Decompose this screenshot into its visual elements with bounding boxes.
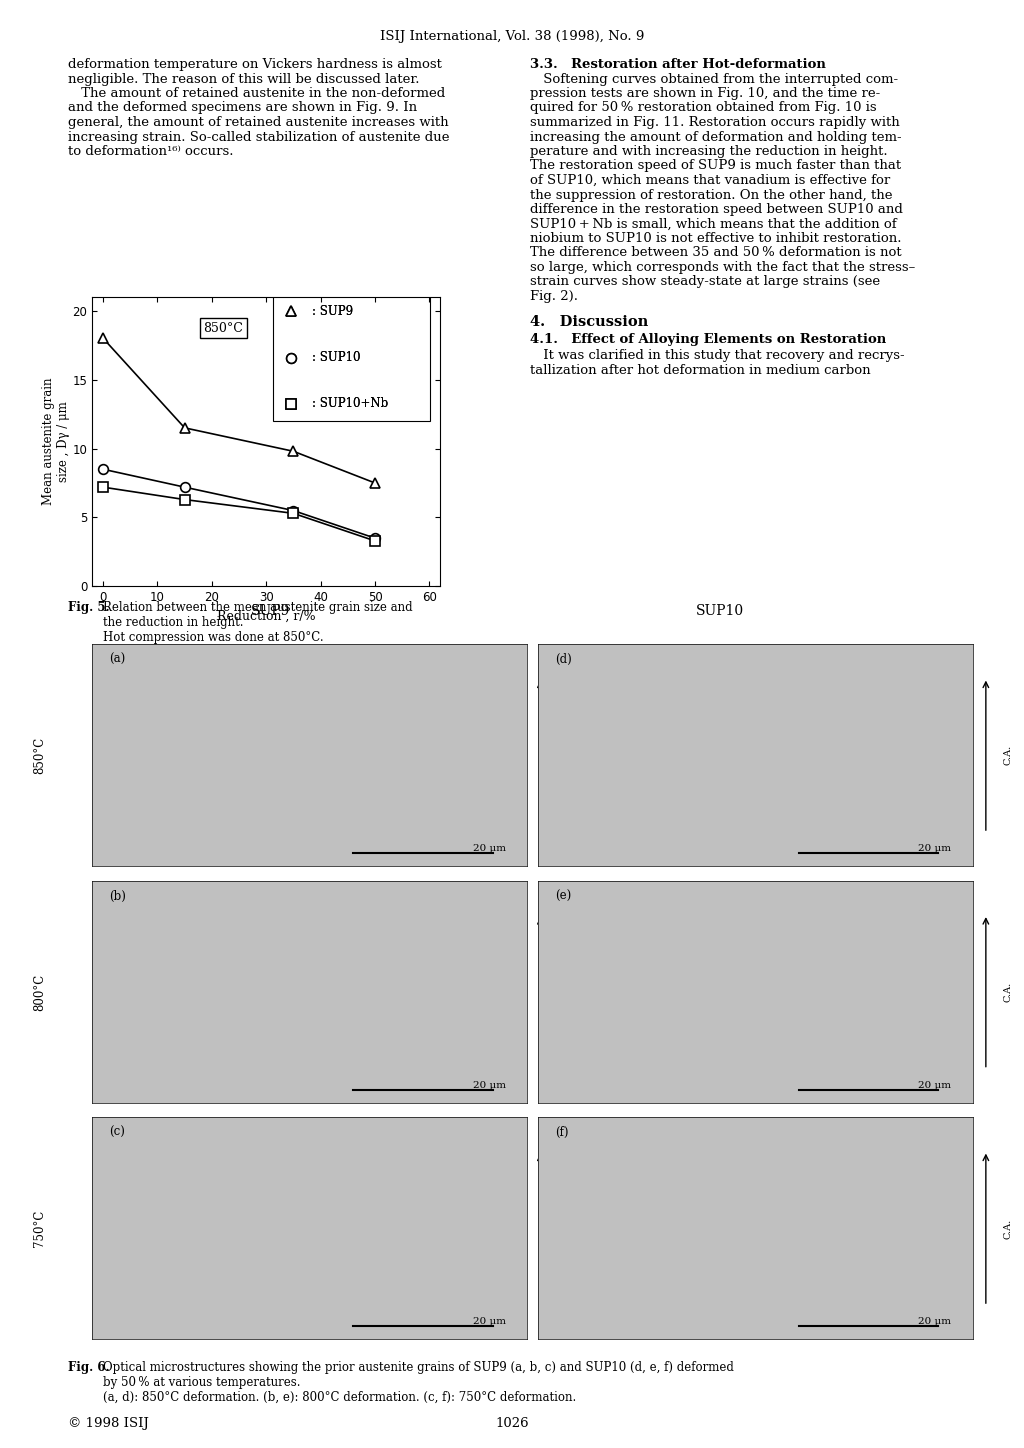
Text: difference in the restoration speed between SUP10 and: difference in the restoration speed betw…: [530, 203, 903, 216]
Text: deformation temperature on Vickers hardness is almost: deformation temperature on Vickers hardn…: [68, 58, 442, 71]
Text: (f): (f): [555, 1127, 568, 1140]
Text: perature and with increasing the reduction in height.: perature and with increasing the reducti…: [530, 145, 888, 158]
Text: the suppression of restoration. On the other hand, the: the suppression of restoration. On the o…: [530, 188, 893, 201]
Text: 20 μm: 20 μm: [473, 1318, 506, 1326]
Text: 4. Discussion: 4. Discussion: [530, 314, 648, 329]
Text: : SUP10+Nb: : SUP10+Nb: [311, 398, 388, 410]
Text: C.A.: C.A.: [1004, 746, 1013, 766]
Text: increasing strain. So-called stabilization of austenite due: increasing strain. So-called stabilizati…: [68, 130, 450, 143]
Text: 20 μm: 20 μm: [919, 1080, 951, 1089]
Text: Fig. 5.: Fig. 5.: [68, 601, 110, 614]
Text: The restoration speed of SUP9 is much faster than that: The restoration speed of SUP9 is much fa…: [530, 159, 901, 172]
Text: and the deformed specimens are shown in Fig. 9. In: and the deformed specimens are shown in …: [68, 101, 417, 114]
Text: pression tests are shown in Fig. 10, and the time re-: pression tests are shown in Fig. 10, and…: [530, 87, 881, 100]
Text: : SUP10+Nb: : SUP10+Nb: [311, 398, 388, 410]
Text: 750°C: 750°C: [34, 1209, 46, 1247]
Text: Fig. 6.: Fig. 6.: [68, 1361, 110, 1374]
Text: SUP10: SUP10: [696, 604, 744, 618]
Text: 3.3. Restoration after Hot-deformation: 3.3. Restoration after Hot-deformation: [530, 58, 826, 71]
Text: Fig. 2).: Fig. 2).: [530, 290, 578, 303]
Text: tallization after hot deformation in medium carbon: tallization after hot deformation in med…: [530, 363, 870, 376]
Text: The amount of retained austenite in the non-deformed: The amount of retained austenite in the …: [68, 87, 445, 100]
Text: C.A.: C.A.: [1004, 982, 1013, 1002]
Text: C.A.: C.A.: [558, 746, 567, 766]
Text: ISIJ International, Vol. 38 (1998), No. 9: ISIJ International, Vol. 38 (1998), No. …: [380, 30, 644, 43]
Y-axis label: Mean austenite grain
size , Dγ / μm: Mean austenite grain size , Dγ / μm: [42, 378, 70, 505]
Text: 4.1. Effect of Alloying Elements on Restoration: 4.1. Effect of Alloying Elements on Rest…: [530, 333, 886, 346]
Text: 20 μm: 20 μm: [919, 1318, 951, 1326]
Text: : SUP9: : SUP9: [311, 306, 352, 317]
Text: It was clarified in this study that recovery and recrys-: It was clarified in this study that reco…: [530, 349, 904, 362]
Text: 1026: 1026: [496, 1418, 528, 1431]
Text: Optical microstructures showing the prior austenite grains of SUP9 (a, b, c) and: Optical microstructures showing the prio…: [103, 1361, 734, 1405]
Text: of SUP10, which means that vanadium is effective for: of SUP10, which means that vanadium is e…: [530, 174, 890, 187]
Bar: [273, 288, 430, 421]
Text: 20 μm: 20 μm: [919, 844, 951, 853]
Text: Relation between the mean austenite grain size and
the reduction in height.
Hot : Relation between the mean austenite grai…: [103, 601, 413, 644]
Text: general, the amount of retained austenite increases with: general, the amount of retained austenit…: [68, 116, 449, 129]
Text: SUP9: SUP9: [251, 604, 290, 618]
Text: to deformation¹⁶⁾ occurs.: to deformation¹⁶⁾ occurs.: [68, 145, 233, 158]
Text: 20 μm: 20 μm: [473, 844, 506, 853]
Text: : SUP9: : SUP9: [311, 306, 352, 317]
Text: increasing the amount of deformation and holding tem-: increasing the amount of deformation and…: [530, 130, 901, 143]
Text: C.A.: C.A.: [558, 982, 567, 1002]
Text: (b): (b): [110, 889, 126, 902]
Text: SUP10 + Nb is small, which means that the addition of: SUP10 + Nb is small, which means that th…: [530, 217, 897, 230]
Text: (d): (d): [555, 653, 571, 666]
Text: summarized in Fig. 11. Restoration occurs rapidly with: summarized in Fig. 11. Restoration occur…: [530, 116, 900, 129]
Text: : SUP10: : SUP10: [311, 352, 360, 363]
Text: (e): (e): [555, 889, 571, 902]
Text: strain curves show steady-state at large strains (see: strain curves show steady-state at large…: [530, 275, 880, 288]
Text: 850°C: 850°C: [34, 737, 46, 775]
Text: so large, which corresponds with the fact that the stress–: so large, which corresponds with the fac…: [530, 261, 915, 274]
Text: 800°C: 800°C: [34, 973, 46, 1011]
Text: niobium to SUP10 is not effective to inhibit restoration.: niobium to SUP10 is not effective to inh…: [530, 232, 901, 245]
Text: : SUP10: : SUP10: [311, 352, 360, 363]
Text: quired for 50 % restoration obtained from Fig. 10 is: quired for 50 % restoration obtained fro…: [530, 101, 877, 114]
Text: (a): (a): [110, 653, 126, 666]
Text: 850°C: 850°C: [204, 321, 244, 334]
Text: Softening curves obtained from the interrupted com-: Softening curves obtained from the inter…: [530, 72, 898, 85]
Text: The difference between 35 and 50 % deformation is not: The difference between 35 and 50 % defor…: [530, 246, 901, 259]
Text: © 1998 ISIJ: © 1998 ISIJ: [68, 1418, 148, 1431]
X-axis label: Reduction , r/%: Reduction , r/%: [217, 610, 315, 623]
Text: C.A.: C.A.: [1004, 1218, 1013, 1238]
Text: 20 μm: 20 μm: [473, 1080, 506, 1089]
Text: negligible. The reason of this will be discussed later.: negligible. The reason of this will be d…: [68, 72, 420, 85]
Text: C.A.: C.A.: [558, 1218, 567, 1238]
Text: (c): (c): [110, 1127, 126, 1140]
